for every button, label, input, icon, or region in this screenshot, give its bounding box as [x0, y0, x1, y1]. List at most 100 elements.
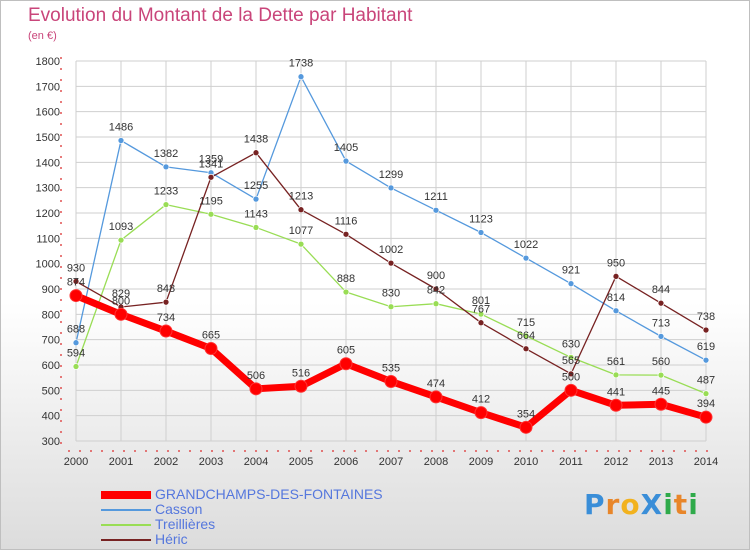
- data-point: [162, 163, 170, 171]
- axis-ticks: 300 400 500 600 700 800 900 1000 1100 1200 1300 140…: [36, 56, 719, 468]
- data-point: [207, 173, 215, 181]
- data-label: 814: [607, 292, 625, 304]
- data-point: [699, 410, 713, 424]
- logo-letter: t: [673, 488, 689, 521]
- data-label: 1093: [109, 221, 133, 233]
- data-label: 1022: [514, 239, 538, 251]
- y-tick-label: 700: [42, 335, 60, 347]
- data-label: 715: [517, 317, 535, 329]
- data-label: 1738: [289, 58, 313, 70]
- data-point: [477, 229, 485, 236]
- data-label: 1002: [379, 244, 403, 256]
- y-tick-label: 800: [42, 309, 60, 321]
- data-point: [159, 324, 173, 338]
- data-point: [612, 307, 620, 315]
- y-tick-label: 300: [42, 436, 60, 448]
- logo-letter: i: [688, 488, 699, 521]
- data-label: 619: [697, 341, 715, 353]
- y-tick-label: 1100: [36, 233, 60, 245]
- data-label: 1382: [154, 148, 178, 160]
- data-point: [474, 406, 488, 420]
- legend-swatch: [101, 539, 151, 541]
- data-point: [657, 299, 665, 307]
- data-point: [162, 201, 170, 208]
- data-label: 1143: [244, 208, 268, 220]
- legend-label: GRANDCHAMPS-DES-FONTAINES: [155, 486, 383, 502]
- data-point: [432, 300, 440, 308]
- y-tick-label: 1300: [36, 183, 60, 195]
- data-point: [564, 383, 578, 397]
- data-point: [252, 195, 260, 203]
- data-label: 441: [607, 386, 625, 398]
- y-tick-label: 900: [42, 284, 60, 296]
- x-tick-label: 2003: [199, 456, 223, 468]
- data-point: [249, 382, 263, 396]
- data-point: [342, 230, 350, 238]
- x-tick-label: 2009: [469, 456, 493, 468]
- data-label: 930: [67, 262, 85, 274]
- data-point: [522, 332, 530, 340]
- data-label: 1195: [199, 195, 223, 207]
- data-label: 394: [697, 398, 715, 410]
- legend-swatch: [101, 491, 151, 499]
- data-label: 1213: [289, 191, 313, 203]
- x-tick-label: 2000: [64, 456, 88, 468]
- x-tick-label: 2010: [514, 456, 538, 468]
- data-label: 630: [562, 338, 580, 350]
- data-point: [567, 370, 575, 378]
- data-point: [702, 390, 710, 397]
- x-tick-label: 2011: [559, 456, 583, 468]
- data-point: [432, 285, 440, 293]
- data-label: 848: [157, 283, 175, 295]
- legend-swatch: [101, 509, 151, 511]
- data-point: [207, 210, 215, 218]
- data-label: 829: [112, 288, 130, 300]
- data-point: [612, 371, 620, 379]
- data-label: 516: [292, 367, 310, 379]
- data-label: 844: [652, 284, 670, 296]
- data-label: 1405: [334, 142, 358, 154]
- data-label: 800: [112, 295, 130, 307]
- data-point: [429, 390, 443, 404]
- data-point: [252, 224, 260, 231]
- data-label: 801: [472, 295, 490, 307]
- legend-label: Treillières: [155, 516, 216, 532]
- data-label: 665: [202, 330, 220, 342]
- data-label: 921: [562, 265, 580, 277]
- legend-item: Héric: [101, 531, 501, 547]
- legend-label: Casson: [155, 501, 203, 517]
- data-point: [114, 307, 128, 321]
- logo-letter: i: [663, 488, 674, 521]
- data-label: 888: [337, 273, 355, 285]
- data-label: 487: [697, 375, 715, 387]
- y-tick-label: 1500: [36, 132, 60, 144]
- x-tick-label: 2008: [424, 456, 448, 468]
- data-point: [387, 303, 395, 311]
- data-label: 474: [427, 378, 445, 390]
- data-point: [519, 420, 533, 434]
- data-point: [432, 206, 440, 214]
- data-point: [72, 339, 80, 347]
- y-tick-label: 600: [42, 360, 60, 372]
- data-point: [117, 236, 125, 244]
- x-tick-label: 2004: [244, 456, 268, 468]
- unit-label: (en €): [28, 30, 57, 42]
- data-label: 561: [607, 356, 625, 368]
- chart-title: Evolution du Montant de la Dette par Hab…: [28, 5, 413, 26]
- data-label: 1255: [244, 180, 268, 192]
- data-point: [657, 333, 665, 340]
- y-tick-label: 500: [42, 385, 60, 397]
- data-label: 1359: [199, 154, 223, 166]
- data-label: 874: [67, 277, 85, 289]
- data-point: [477, 319, 485, 327]
- logo-letter: X: [640, 488, 664, 521]
- data-point: [612, 272, 620, 280]
- data-point: [567, 280, 575, 288]
- data-label: 1123: [469, 214, 493, 226]
- x-tick-label: 2001: [109, 456, 133, 468]
- proxiti-logo: ProXiti: [584, 488, 699, 521]
- data-label: 1077: [289, 225, 313, 237]
- y-tick-label: 1200: [36, 208, 60, 220]
- data-label: 734: [157, 312, 175, 324]
